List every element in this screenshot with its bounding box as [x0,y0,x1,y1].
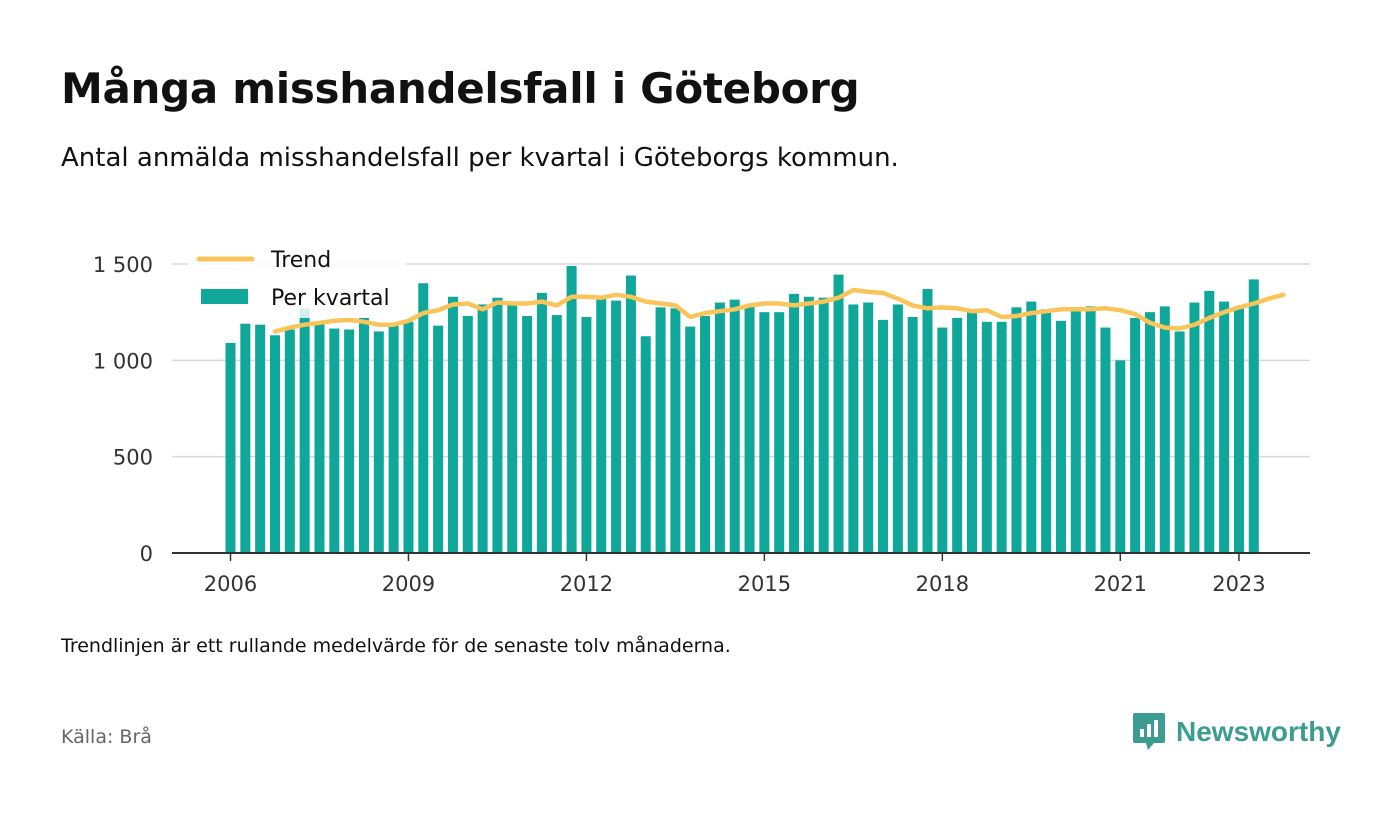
chart-subtitle: Antal anmälda misshandelsfall per kvarta… [61,143,899,173]
brand-name: Newsworthy [1176,716,1341,747]
bar [492,297,503,553]
bar [803,296,814,553]
bar [507,302,518,553]
bar [358,317,369,553]
bar [848,304,859,553]
bar [225,342,236,553]
bar [284,329,295,553]
bar [729,299,740,553]
newsworthy-logo-icon [1133,713,1165,750]
x-tick-label: 2012 [560,572,613,596]
bar [907,316,918,553]
bar [967,310,977,553]
bar [878,319,889,553]
legend-bar-swatch [201,289,248,304]
bar [1204,290,1215,553]
bar [789,293,800,553]
bar [566,265,577,553]
footnote: Trendlinjen är ett rullande medelvärde f… [61,635,731,657]
bar [299,308,310,553]
bar [1041,309,1052,553]
bar [522,316,533,553]
bar [1159,306,1170,553]
bar [240,323,251,553]
bars [225,265,1259,553]
bar [388,324,399,553]
bar [1011,307,1022,553]
bar [1130,317,1141,553]
y-tick-label: 1 500 [93,253,153,277]
bar [1189,302,1200,553]
source-label: Källa: Brå [61,726,152,748]
bar [1144,312,1155,553]
bar [536,292,547,553]
x-tick-label: 2018 [916,572,969,596]
bar [1070,307,1081,553]
bar [625,275,636,553]
bar [477,304,488,553]
bar [952,317,963,553]
bar [818,297,829,553]
bar [655,307,666,553]
bar [403,321,414,553]
bar [714,302,725,553]
legend: Trend Per kvartal [188,240,406,318]
legend-trend-label: Trend [270,248,331,273]
bar [433,325,444,553]
bar [581,316,592,553]
bar [551,315,562,553]
y-tick-label: 1 000 [93,349,153,373]
bar [1248,279,1259,553]
bar [418,283,429,553]
bar [1100,327,1111,553]
bar [611,300,622,553]
bar [700,316,711,553]
bar [759,312,770,553]
bar [1055,320,1066,553]
x-tick-label: 2023 [1212,572,1265,596]
x-tick-label: 2015 [738,572,791,596]
bar [670,308,681,553]
chart-title: Många misshandelsfall i Göteborg [61,64,860,113]
bar [863,302,874,553]
bar [996,321,1007,553]
bar [255,324,266,553]
brand-logo[interactable]: Newsworthy [1132,712,1341,752]
bar [892,304,903,553]
bar [1233,307,1244,553]
bar [596,298,607,553]
bar [1219,301,1230,553]
axes: 0 500 1 000 1 500 2006 2009 2012 2015 2018 2021 20… [93,253,1310,596]
bar [314,321,325,553]
bar [981,321,992,553]
bar [1115,360,1126,553]
bar [373,331,384,553]
bar [640,336,651,553]
bar [1026,301,1037,553]
legend-background [188,240,406,318]
bar [922,289,933,553]
y-tick-label: 0 [140,542,153,566]
x-tick-label: 2006 [204,572,257,596]
x-tick-label: 2021 [1094,572,1147,596]
x-tick-label: 2009 [382,572,435,596]
bar [937,327,948,553]
bar [833,274,844,553]
bar [344,329,355,553]
bar [462,316,473,553]
bar [744,304,755,553]
bar [269,335,280,553]
legend-bar-label: Per kvartal [271,286,390,311]
trend-line [272,287,1286,334]
bar [774,312,785,553]
bar [1174,331,1185,553]
bar [447,296,458,553]
bar [329,328,340,553]
trend-layer [272,287,1286,334]
bar [1085,306,1096,553]
bar [685,326,696,553]
y-tick-label: 500 [113,446,153,470]
